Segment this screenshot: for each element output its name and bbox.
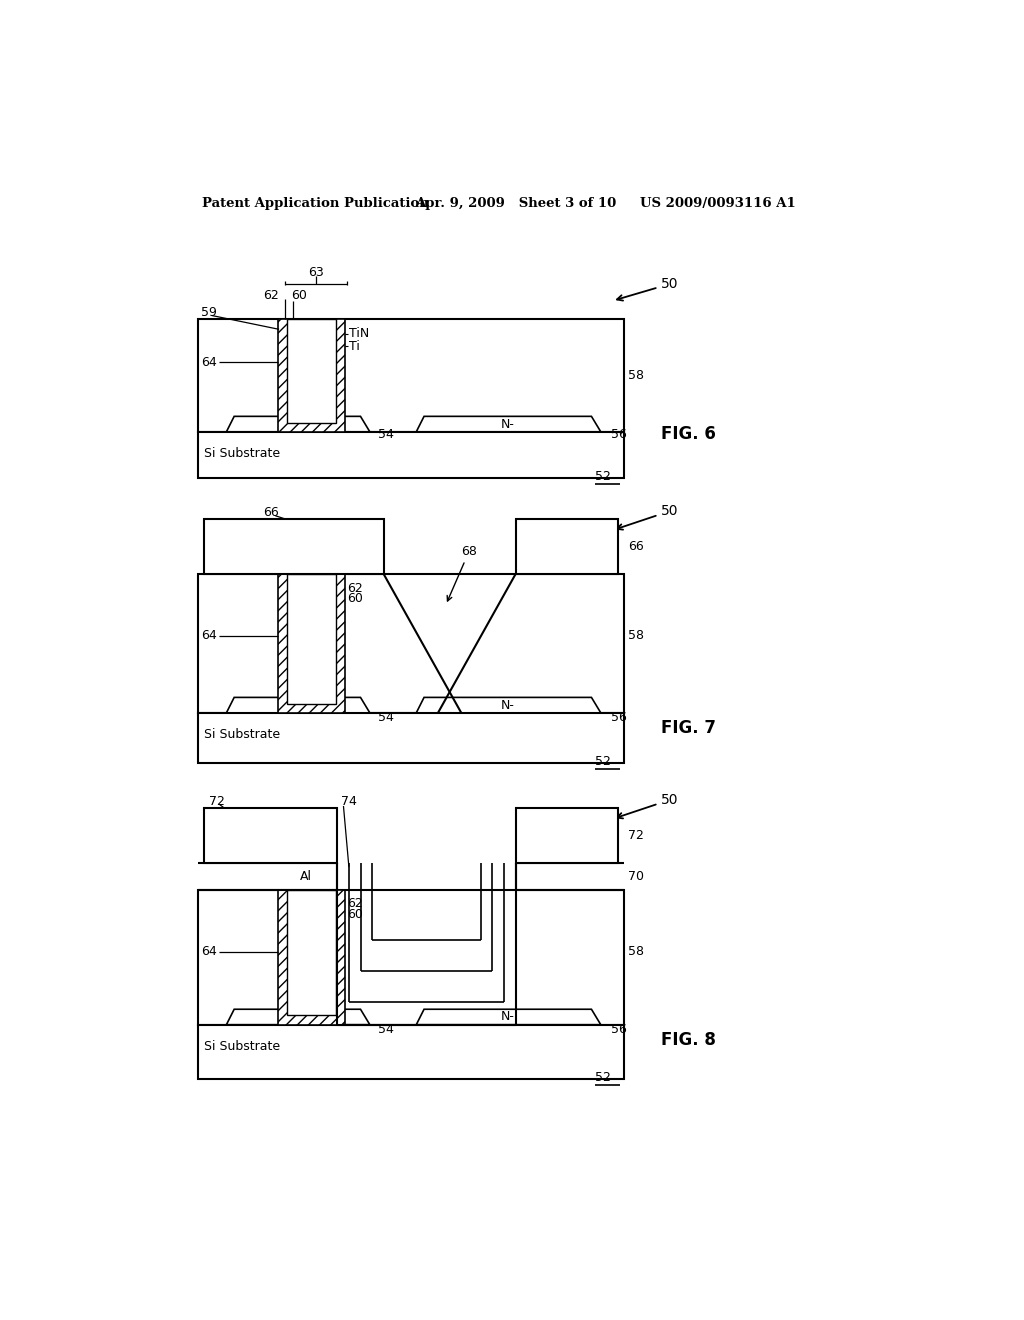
Bar: [198, 574, 624, 713]
Text: 50: 50: [616, 504, 679, 529]
Bar: [287, 574, 336, 704]
Text: W: W: [304, 632, 317, 645]
Text: 52: 52: [595, 1071, 610, 1084]
Text: 66: 66: [628, 540, 644, 553]
Text: 70: 70: [628, 870, 644, 883]
Bar: [278, 890, 345, 1024]
Text: FIG. 8: FIG. 8: [662, 1031, 716, 1049]
Text: Ti: Ti: [349, 339, 359, 352]
Text: 63: 63: [307, 265, 324, 279]
Text: N-: N-: [501, 417, 515, 430]
Text: 54: 54: [378, 1023, 394, 1036]
Bar: [287, 890, 336, 1015]
Text: 64: 64: [201, 356, 217, 370]
Bar: [515, 519, 617, 574]
Text: 72: 72: [209, 795, 225, 808]
Text: 64: 64: [201, 630, 217, 643]
Text: 52: 52: [595, 470, 610, 483]
Text: TiN: TiN: [349, 327, 369, 341]
Text: W: W: [304, 945, 317, 960]
Bar: [198, 713, 624, 763]
Text: N+: N+: [286, 698, 306, 711]
Bar: [515, 808, 617, 863]
Text: FIG. 7: FIG. 7: [662, 719, 716, 737]
Text: N-: N-: [501, 698, 515, 711]
Text: FIG. 6: FIG. 6: [662, 425, 716, 444]
Bar: [198, 1024, 624, 1078]
Text: N+: N+: [286, 1010, 306, 1023]
Text: N+: N+: [286, 417, 306, 430]
Text: Resist: Resist: [271, 539, 316, 554]
Bar: [204, 808, 337, 863]
Text: Resist: Resist: [248, 828, 294, 842]
Text: 58: 58: [628, 370, 644, 381]
Text: W: W: [304, 363, 317, 378]
Polygon shape: [417, 697, 601, 713]
Text: 52: 52: [595, 755, 610, 768]
Text: Si Substrate: Si Substrate: [204, 1040, 281, 1053]
Text: 50: 50: [617, 277, 679, 301]
Text: Apr. 9, 2009   Sheet 3 of 10: Apr. 9, 2009 Sheet 3 of 10: [415, 197, 616, 210]
Text: 50: 50: [616, 793, 679, 818]
Bar: [204, 519, 384, 574]
Text: 68: 68: [447, 545, 477, 601]
Polygon shape: [417, 1010, 601, 1024]
Text: 64: 64: [201, 945, 217, 958]
Polygon shape: [417, 416, 601, 432]
Text: Si Substrate: Si Substrate: [204, 727, 281, 741]
Text: Resist: Resist: [544, 539, 590, 554]
Text: 56: 56: [611, 1023, 627, 1036]
Text: US 2009/0093116 A1: US 2009/0093116 A1: [640, 197, 796, 210]
Bar: [278, 574, 345, 713]
Text: Al: Al: [300, 870, 312, 883]
Text: 54: 54: [378, 428, 394, 441]
Text: 58: 58: [628, 630, 644, 643]
Bar: [278, 318, 345, 432]
Text: 58: 58: [628, 945, 644, 958]
Text: 74: 74: [341, 795, 357, 808]
Text: 60: 60: [347, 593, 364, 606]
Bar: [287, 318, 336, 422]
Polygon shape: [226, 416, 370, 432]
Text: 56: 56: [611, 428, 627, 441]
Text: 60: 60: [291, 289, 306, 302]
Bar: [198, 890, 624, 1024]
Text: Si Substrate: Si Substrate: [204, 446, 281, 459]
Text: 60: 60: [347, 908, 364, 921]
Text: 62: 62: [347, 582, 364, 594]
Text: 62: 62: [263, 289, 280, 302]
Text: 66: 66: [263, 506, 280, 519]
Polygon shape: [226, 697, 370, 713]
Text: 56: 56: [611, 711, 627, 723]
Text: 59: 59: [201, 306, 217, 319]
Text: Patent Application Publication: Patent Application Publication: [202, 197, 428, 210]
Text: 54: 54: [378, 711, 394, 723]
Bar: [198, 432, 624, 478]
Text: 72: 72: [628, 829, 644, 842]
Text: 62: 62: [347, 898, 364, 911]
Text: N-: N-: [501, 1010, 515, 1023]
Bar: [198, 318, 624, 432]
Text: Resist: Resist: [544, 828, 590, 842]
Polygon shape: [226, 1010, 370, 1024]
